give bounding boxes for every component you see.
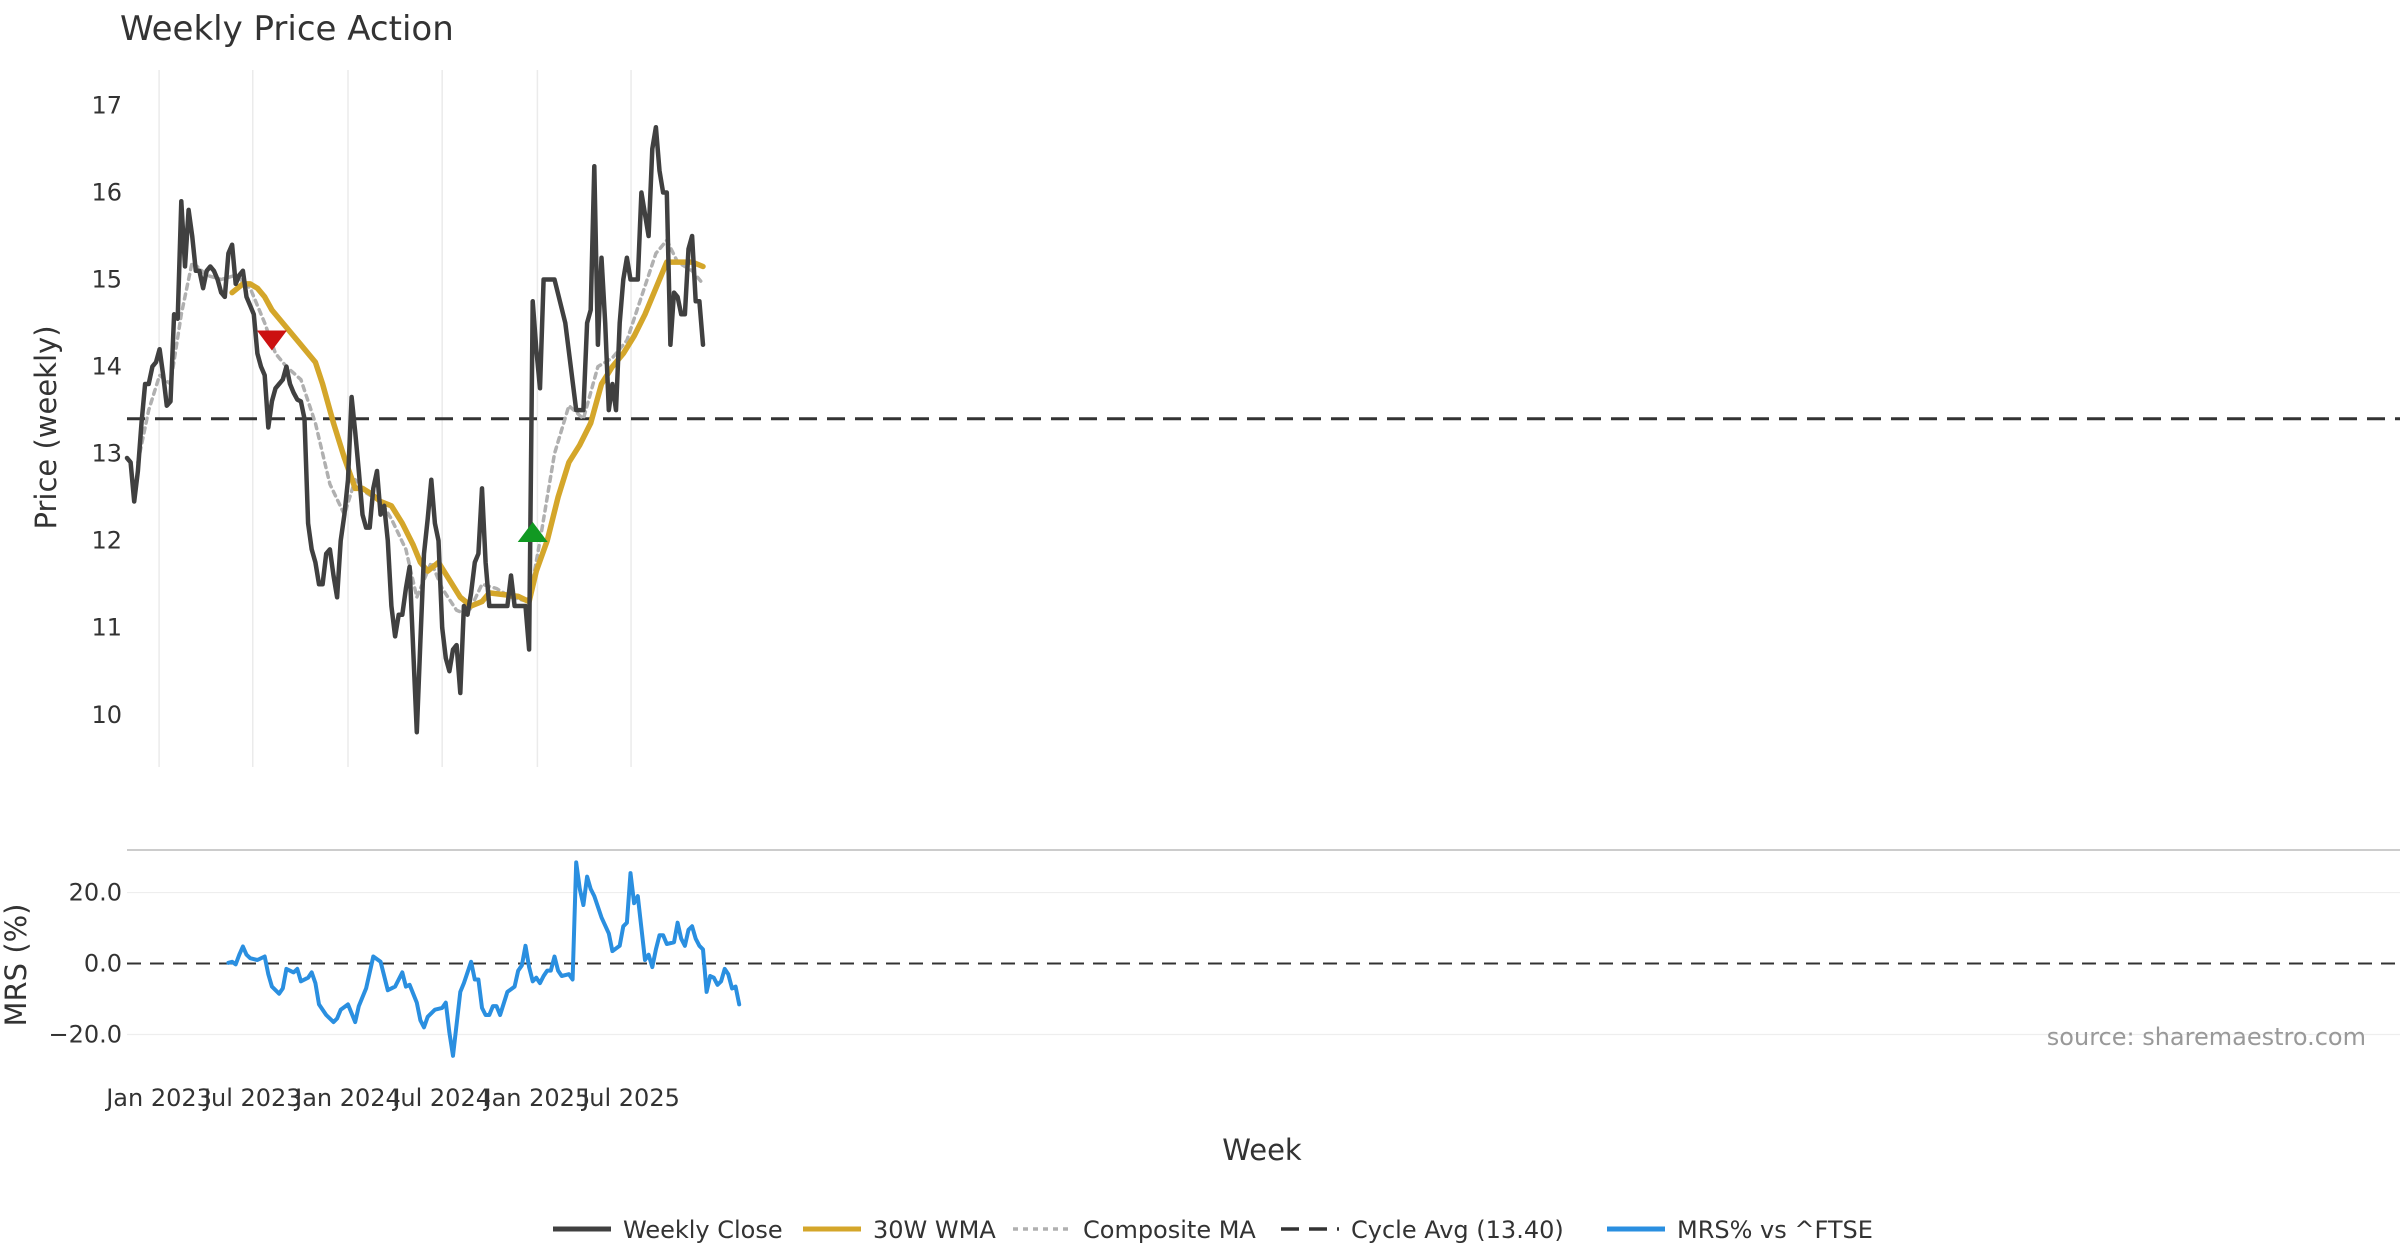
30w-wma-line	[229, 259, 706, 609]
price-panel: 10 11 12 13 14 15 16 17 Price (weekly)	[29, 70, 2400, 767]
x-tick-label: Jul 2024	[391, 1084, 491, 1112]
price-y-tick-label: 10	[91, 701, 122, 729]
legend-label: MRS% vs ^FTSE	[1677, 1216, 1873, 1244]
mrs-panel: 20.0 0.0 −20.0 MRS (%)	[0, 849, 2400, 1058]
legend-label: Composite MA	[1083, 1216, 1256, 1244]
price-y-tick-label: 11	[91, 614, 122, 642]
legend-label: Cycle Avg (13.40)	[1351, 1216, 1564, 1244]
sell-signal-marker	[256, 330, 287, 351]
price-y-tick-label: 15	[91, 266, 122, 294]
price-y-tick-label: 13	[91, 440, 122, 468]
legend-label: Weekly Close	[623, 1216, 783, 1244]
mrs-vs-ftse-line	[226, 860, 742, 1058]
mrs-y-tick-label: 0.0	[84, 950, 122, 978]
x-tick-label: Jan 2024	[293, 1084, 401, 1112]
price-y-tick-label: 16	[91, 178, 122, 206]
x-tick-label: Jan 2023	[104, 1084, 212, 1112]
x-tick-label: Jul 2023	[202, 1084, 302, 1112]
x-tick-label: Jan 2025	[483, 1084, 591, 1112]
buy-signal-marker	[517, 521, 548, 542]
price-y-tick-label: 17	[91, 91, 122, 119]
legend-label: 30W WMA	[873, 1216, 996, 1244]
price-y-tick-label: 12	[91, 527, 122, 555]
mrs-y-tick-label: −20.0	[48, 1021, 122, 1049]
mrs-y-axis-label: MRS (%)	[0, 904, 33, 1027]
x-axis-label: Week	[1222, 1133, 1302, 1167]
price-y-tick-label: 14	[91, 353, 122, 381]
legend: Weekly Close 30W WMA Composite MA Cycle Avg…	[553, 1216, 1873, 1244]
mrs-y-tick-label: 20.0	[69, 879, 122, 907]
price-y-axis-label: Price (weekly)	[29, 325, 63, 529]
weekly-close-line	[124, 124, 706, 735]
source-note: source: sharemaestro.com	[2047, 1023, 2366, 1051]
x-tick-label: Jul 2025	[580, 1084, 680, 1112]
chart-title: Weekly Price Action	[120, 9, 454, 49]
